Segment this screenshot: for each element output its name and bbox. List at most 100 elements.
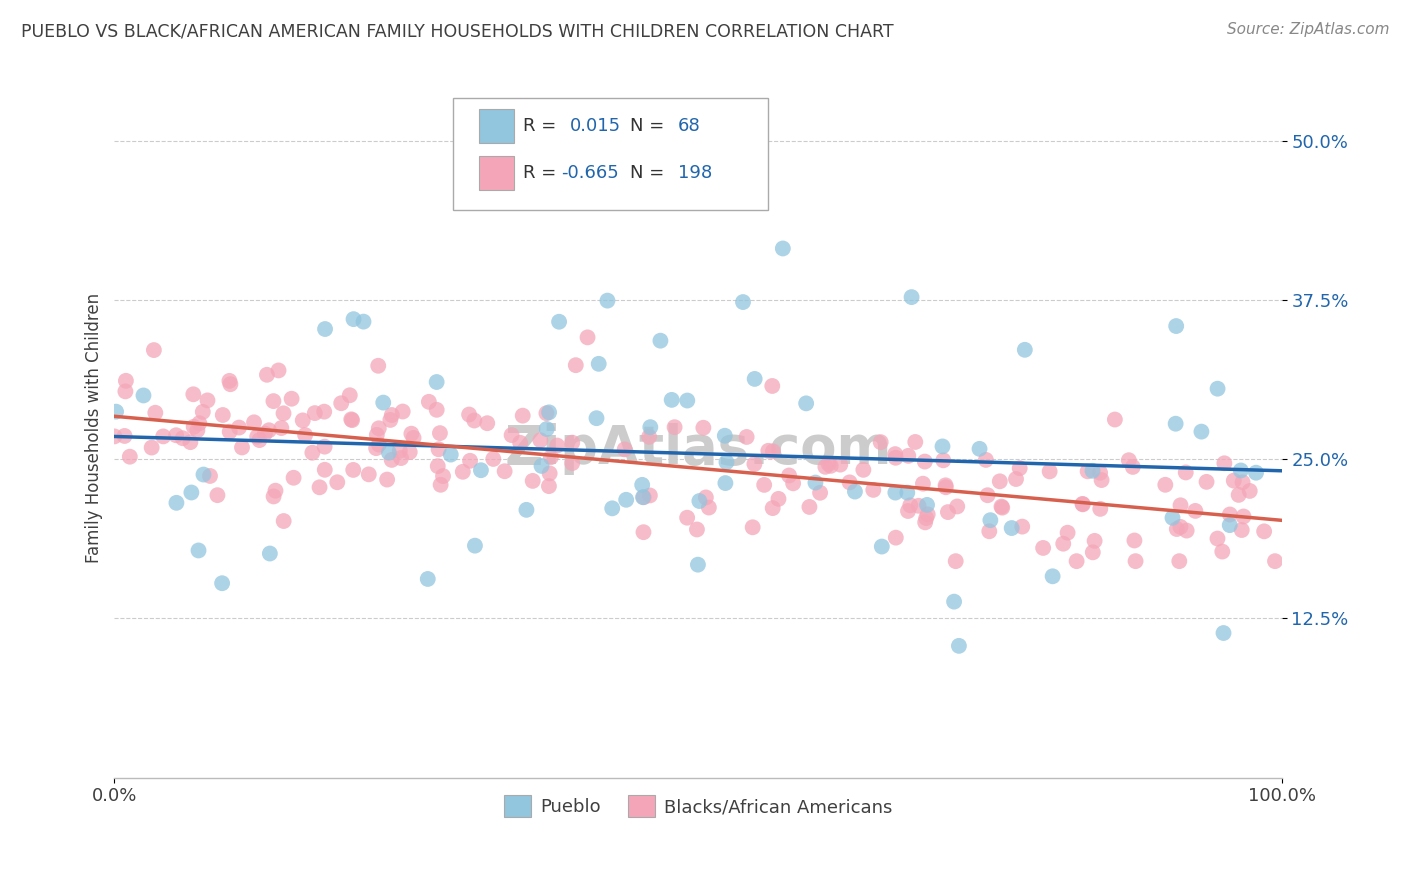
Point [262,394,284,409]
Point [1014,343,1036,357]
Point [1264,554,1286,568]
Point [794,396,817,410]
Point [426,375,449,389]
Legend: Pueblo, Blacks/African Americans: Pueblo, Blacks/African Americans [496,788,900,824]
Point [188,416,211,430]
Point [546,438,568,452]
Point [294,428,316,442]
Point [381,453,404,467]
Point [761,379,783,393]
Point [804,475,827,490]
Point [1166,522,1188,536]
Point [932,453,955,467]
Point [218,425,240,439]
Point [280,392,302,406]
Y-axis label: Family Households with Children: Family Households with Children [86,293,103,563]
Point [664,420,686,434]
Point [1066,554,1088,568]
Point [432,469,454,483]
Point [1123,533,1146,548]
Point [402,431,425,445]
Point [494,464,516,478]
Point [1253,524,1275,539]
Point [714,476,737,491]
Point [340,412,363,426]
Point [401,426,423,441]
Point [1052,537,1074,551]
Point [132,388,155,402]
Point [256,368,278,382]
Point [897,449,920,463]
Point [267,363,290,377]
Point [1219,518,1241,533]
Point [744,372,766,386]
Point [451,465,474,479]
Point [426,459,449,474]
Point [165,428,187,442]
Point [1090,473,1112,487]
Point [633,525,655,540]
Point [884,531,907,545]
Point [1232,509,1254,524]
Point [904,434,927,449]
Point [782,476,804,491]
Point [1056,525,1078,540]
Point [1008,461,1031,475]
Point [243,415,266,429]
Point [426,402,449,417]
Point [1230,463,1253,477]
Point [695,491,717,505]
Point [638,488,661,502]
Point [219,377,242,392]
Point [246,430,269,444]
Point [105,405,128,419]
Point [342,463,364,477]
Point [633,490,655,504]
Point [548,315,571,329]
Point [181,387,204,401]
Point [1195,475,1218,489]
Point [304,406,326,420]
Point [1206,382,1229,396]
Point [1212,626,1234,640]
Point [416,572,439,586]
Point [103,429,125,443]
Point [253,426,276,441]
Point [676,393,699,408]
Point [429,426,451,441]
Point [330,396,353,410]
Point [118,450,141,464]
Point [1088,466,1111,480]
Point [915,511,938,525]
Point [638,430,661,444]
Point [1230,523,1253,537]
Point [576,330,599,344]
Point [1125,554,1147,568]
Text: R =: R = [523,164,562,182]
Point [979,513,1001,527]
Point [585,411,607,425]
Point [768,491,790,506]
Point [440,448,463,462]
Point [1184,504,1206,518]
Point [830,458,852,472]
Point [501,428,523,442]
Point [692,421,714,435]
Point [367,359,389,373]
FancyBboxPatch shape [478,156,513,190]
Text: N =: N = [630,164,671,182]
Text: Source: ZipAtlas.com: Source: ZipAtlas.com [1226,22,1389,37]
Point [1223,474,1246,488]
Point [907,499,929,513]
Point [211,408,233,422]
Text: R =: R = [523,117,562,135]
Point [367,421,389,435]
Point [870,540,893,554]
Point [1164,417,1187,431]
FancyBboxPatch shape [453,98,768,211]
Point [353,315,375,329]
Point [273,406,295,420]
Point [686,523,709,537]
Point [477,416,499,430]
Point [375,473,398,487]
